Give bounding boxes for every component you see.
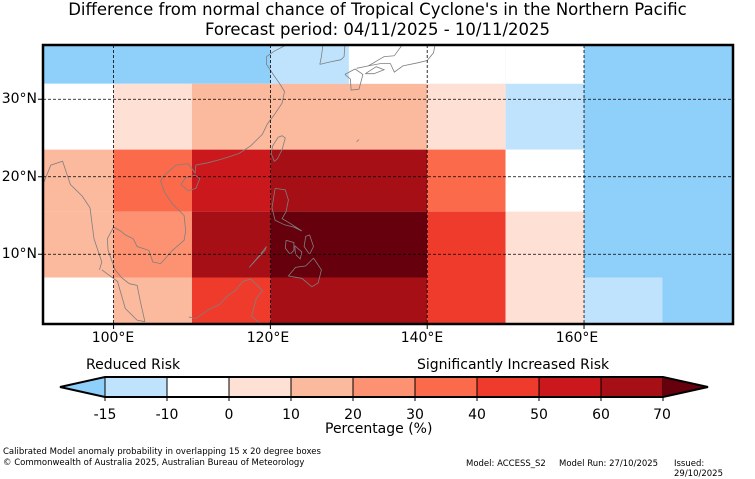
coastline [106, 45, 287, 322]
colorbar-segment [290, 376, 354, 398]
anomaly-cell [427, 211, 506, 278]
colorbar-extend-low [60, 377, 105, 397]
coastline [303, 234, 314, 256]
colorbar-segment [414, 376, 478, 398]
anomaly-cell [43, 149, 114, 212]
coastline [365, 66, 386, 75]
increased-risk-label: Significantly Increased Risk [417, 357, 610, 373]
colorbar-segment [538, 376, 602, 398]
anomaly-cell [584, 277, 663, 324]
map-title: Difference from normal chance of Tropica… [68, 0, 687, 19]
anomaly-cell [43, 277, 114, 324]
anomaly-cell [270, 149, 428, 212]
coastline [248, 246, 267, 268]
coastline [271, 188, 303, 232]
anomaly-cell [43, 211, 114, 278]
reduced-risk-label: Reduced Risk [86, 357, 181, 373]
coastline [319, 45, 346, 65]
anomaly-cell [191, 211, 271, 278]
anomaly-cell [43, 83, 114, 150]
anomaly-cell [113, 211, 192, 278]
anomaly-cell [191, 83, 428, 150]
footer-model: Model: ACCESS_S2 [466, 459, 546, 469]
anomaly-cell [505, 149, 585, 212]
colorbar-tick-label: 50 [530, 407, 548, 423]
anomaly-cell [427, 83, 506, 150]
footer-model-run: Model Run: 27/10/2025 [559, 459, 659, 469]
colorbar-tick-label: -15 [93, 407, 117, 423]
anomaly-cell [113, 149, 192, 212]
colorbar-tick-label: 60 [592, 407, 610, 423]
forecast-period: Forecast period: 04/11/2025 - 10/11/2025 [204, 20, 551, 39]
coastline [188, 278, 264, 324]
anomaly-cell [505, 211, 585, 278]
coastline [284, 239, 295, 255]
anomaly-cell [191, 277, 271, 324]
coastline [356, 45, 436, 73]
colorbar-tick-label: 30 [406, 407, 424, 423]
lon-label-160: 160°E [555, 330, 599, 346]
coastline [180, 174, 201, 192]
lon-label-120: 120°E [246, 330, 290, 346]
lat-label-20: 20°N [1, 169, 37, 185]
coastline [344, 68, 364, 91]
coastline [101, 269, 145, 323]
colorbar-tick-label: 70 [653, 407, 671, 423]
anomaly-cell [270, 277, 428, 324]
coastline [356, 139, 360, 143]
anomaly-cell [113, 83, 192, 150]
colorbar-tick-label: 20 [344, 407, 362, 423]
lat-label-10: 10°N [1, 246, 37, 262]
anomaly-cell [113, 277, 192, 324]
lon-label-140: 140°E [400, 330, 444, 346]
anomaly-cell [427, 149, 506, 212]
colorbar-tick-label: -10 [155, 407, 179, 423]
anomaly-cell [270, 45, 349, 84]
colorbar-tick-label: 40 [468, 407, 486, 423]
coastline [287, 257, 322, 288]
colorbar-segment [352, 376, 416, 398]
footer-method-note: Calibrated Model anomaly probability in … [3, 447, 321, 457]
coastline [319, 45, 324, 65]
colorbar-axis-label: Percentage (%) [325, 421, 433, 437]
colorbar-tick-label: 10 [282, 407, 300, 423]
colorbar-segment [600, 376, 664, 398]
anomaly-cell [505, 83, 585, 150]
colorbar-tick-label: 0 [224, 407, 234, 423]
anomaly-cell [191, 149, 271, 212]
colorbar-segment [228, 376, 292, 398]
colorbar-segment [166, 376, 230, 398]
coastline [368, 45, 403, 67]
lat-label-30: 30°N [1, 91, 37, 107]
anomaly-cell [427, 277, 506, 324]
coastline [270, 135, 286, 162]
colorbar-segment [104, 376, 168, 398]
footer-issued: Issued: 29/10/2025 [674, 459, 723, 479]
lon-label-100: 100°E [91, 330, 135, 346]
coastline [294, 245, 303, 260]
anomaly-cell [505, 277, 585, 324]
footer-copyright: © Commonwealth of Australia 2025, Austra… [3, 458, 305, 468]
map-frame [41, 43, 735, 326]
colorbar-segment [476, 376, 540, 398]
colorbar-extend-high [663, 377, 708, 397]
anomaly-cell [270, 211, 428, 278]
